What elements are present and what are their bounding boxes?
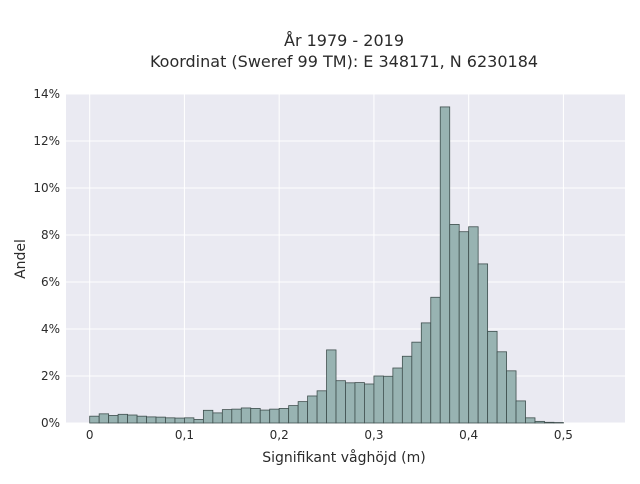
histogram-bar — [175, 418, 184, 423]
histogram-bar — [450, 224, 459, 423]
histogram-bar — [535, 421, 544, 423]
histogram-bar — [488, 331, 497, 423]
histogram-bar — [194, 419, 203, 423]
y-tick-label: 6% — [41, 275, 60, 289]
histogram-bar — [516, 401, 525, 423]
histogram-bar — [137, 416, 146, 423]
y-tick-label: 4% — [41, 322, 60, 336]
y-tick-label: 0% — [41, 416, 60, 430]
y-tick-label: 8% — [41, 228, 60, 242]
y-tick-label: 12% — [33, 134, 60, 148]
histogram-bar — [402, 356, 411, 423]
histogram-bar — [99, 414, 108, 423]
histogram-bar — [327, 350, 336, 423]
chart-title: År 1979 - 2019 — [284, 31, 404, 50]
histogram-bar — [156, 417, 165, 423]
chart-subtitle: Koordinat (Sweref 99 TM): E 348171, N 62… — [150, 52, 538, 71]
histogram-bar — [203, 410, 212, 423]
histogram-bar — [270, 409, 279, 423]
histogram-bar — [374, 376, 383, 423]
x-axis-ticks: 0 0,1 0,2 0,3 0,4 0,5 — [86, 428, 573, 442]
y-axis-label: Andel — [13, 239, 29, 279]
histogram-bar — [90, 416, 99, 423]
histogram-bar — [109, 415, 118, 423]
histogram-bar — [128, 415, 137, 423]
histogram-bar — [507, 371, 516, 423]
histogram-bar — [184, 418, 193, 423]
histogram-bar — [241, 408, 250, 423]
histogram-bar — [393, 368, 402, 423]
histogram-bar — [355, 383, 364, 423]
histogram-bar — [526, 418, 535, 423]
histogram-bar — [346, 383, 355, 423]
histogram-bar — [459, 232, 468, 423]
histogram-bar — [260, 410, 269, 423]
histogram-bar — [497, 352, 506, 423]
histogram-bar — [289, 406, 298, 423]
histogram-bar — [251, 408, 260, 423]
y-tick-label: 14% — [33, 87, 60, 101]
y-tick-label: 2% — [41, 369, 60, 383]
histogram-bar — [232, 409, 241, 423]
histogram-bar — [431, 297, 440, 423]
x-axis-label: Signifikant våghöjd (m) — [262, 449, 425, 466]
histogram-bar — [279, 408, 288, 423]
histogram-bar — [421, 323, 430, 423]
histogram-bar — [440, 107, 449, 423]
histogram-bar — [336, 381, 345, 423]
x-tick-label: 0,5 — [554, 428, 573, 442]
x-tick-label: 0 — [86, 428, 94, 442]
x-tick-label: 0,4 — [459, 428, 478, 442]
histogram-bar — [412, 342, 421, 423]
histogram-bar — [147, 417, 156, 423]
histogram-bar — [469, 227, 478, 423]
histogram-bar — [118, 414, 127, 423]
histogram-bar — [364, 384, 373, 423]
x-tick-label: 0,2 — [270, 428, 289, 442]
histogram-bar — [298, 402, 307, 423]
x-tick-label: 0,1 — [175, 428, 194, 442]
histogram-bar — [317, 391, 326, 423]
histogram-bar — [213, 413, 222, 423]
histogram-bar — [478, 264, 487, 423]
histogram-bar — [308, 396, 317, 423]
histogram-bar — [222, 410, 231, 423]
plot-area — [66, 94, 625, 423]
histogram-bar — [165, 418, 174, 423]
y-axis-ticks: 0% 2% 4% 6% 8% 10% 12% 14% — [33, 87, 60, 430]
y-tick-label: 10% — [33, 181, 60, 195]
histogram-bar — [544, 422, 553, 423]
histogram-bar — [383, 376, 392, 423]
x-tick-label: 0,3 — [364, 428, 383, 442]
